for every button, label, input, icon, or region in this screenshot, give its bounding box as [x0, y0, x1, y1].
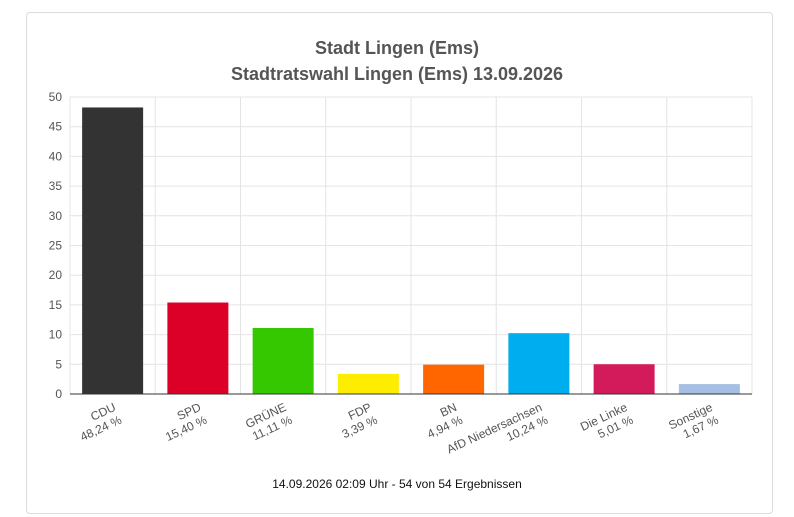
- bar-afd-niedersachsen[interactable]: [508, 333, 570, 394]
- chart-grid: [69, 96, 753, 395]
- y-tick-label: 15: [49, 298, 63, 312]
- bar-sonstige[interactable]: [678, 384, 740, 394]
- bar-die-linke[interactable]: [593, 364, 655, 394]
- chart-title: Stadt Lingen (Ems): [314, 38, 479, 58]
- y-tick-label: 0: [55, 387, 62, 401]
- y-tick-label: 30: [49, 209, 63, 223]
- chart-bars: [82, 107, 740, 394]
- y-tick-label: 35: [49, 179, 63, 193]
- x-label-group: BN4,94 %: [425, 400, 465, 441]
- y-tick-label: 50: [49, 90, 63, 104]
- bar-spd[interactable]: [167, 302, 229, 394]
- results-footer: 14.09.2026 02:09 Uhr - 54 von 54 Ergebni…: [272, 477, 522, 491]
- y-tick-label: 45: [49, 120, 63, 134]
- bar-bn[interactable]: [423, 364, 485, 394]
- y-axis-ticks: 0 5 10 15 20 25 30 35 40 45 50: [49, 90, 63, 401]
- bar-cdu[interactable]: [82, 107, 144, 394]
- y-tick-label: 20: [49, 268, 63, 282]
- y-tick-label: 10: [49, 328, 63, 342]
- bar-fdp[interactable]: [337, 373, 399, 394]
- bar-grüne[interactable]: [252, 328, 314, 394]
- y-tick-label: 25: [49, 239, 63, 253]
- chart-subtitle: Stadtratswahl Lingen (Ems) 13.09.2026: [230, 64, 564, 84]
- x-category-label: BN: [438, 400, 459, 420]
- chart-card: [26, 12, 773, 514]
- y-tick-label: 40: [49, 149, 63, 163]
- y-tick-label: 5: [55, 357, 62, 371]
